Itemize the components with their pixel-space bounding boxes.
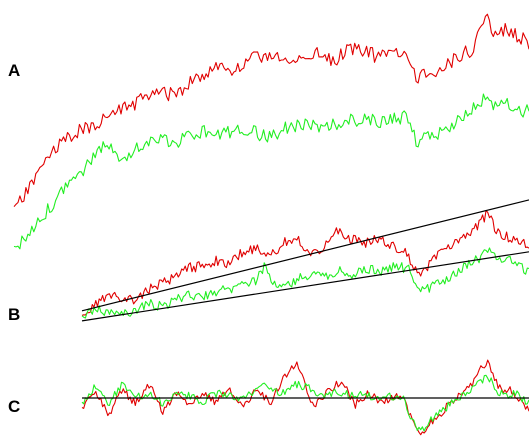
panel-label-c: C <box>8 397 20 416</box>
panel-b-green-series-line <box>81 247 529 319</box>
panel-label-a: A <box>8 61 20 80</box>
panel-c-plot <box>81 359 529 436</box>
panel-a-red-series-line <box>13 13 529 207</box>
panel-a-green-series-line <box>13 93 529 250</box>
panel-a-plot <box>13 13 529 250</box>
panel-b-reference-line <box>81 199 529 312</box>
panel-b-plot <box>81 199 529 322</box>
panel-b-red-series-line <box>81 210 529 316</box>
panel-c-green-series-line <box>81 374 529 432</box>
panel-b-reference-line <box>81 251 529 322</box>
panel-label-b: B <box>8 305 20 324</box>
